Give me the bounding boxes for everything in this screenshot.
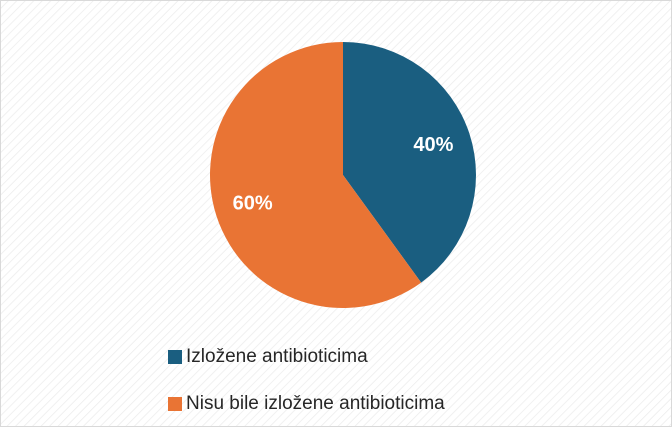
legend-swatch (168, 397, 182, 411)
legend-label: Izložene antibioticima (186, 346, 368, 367)
pie-slice (343, 42, 477, 283)
data-label: 60% (233, 193, 273, 215)
pie-slice (210, 42, 422, 308)
legend-label: Nisu bile izložene antibioticima (186, 393, 445, 414)
legend-swatch (168, 350, 182, 364)
data-label: 40% (413, 134, 453, 156)
